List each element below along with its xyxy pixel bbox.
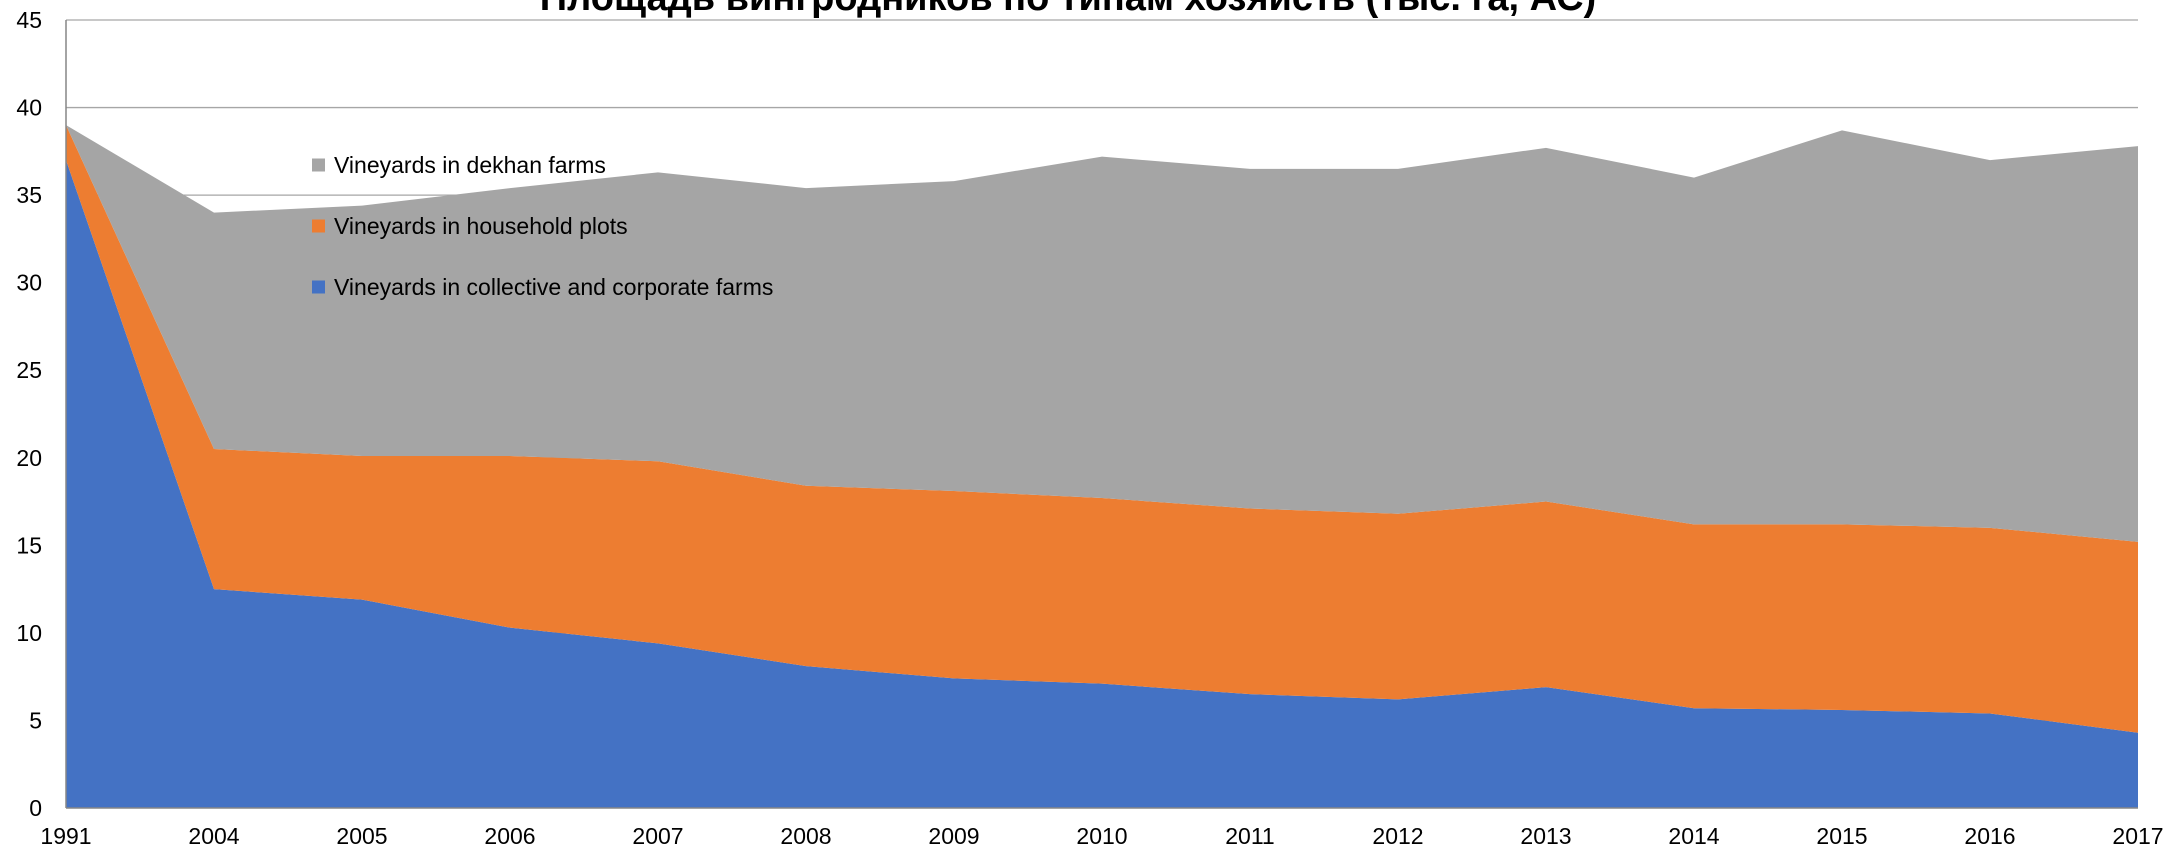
y-tick-label-30: 30 xyxy=(16,270,42,296)
area-series-layer xyxy=(66,125,2138,809)
chart-title: Площадь вингродников по типам хозяйств (… xyxy=(540,0,1596,19)
x-tick-label-2006: 2006 xyxy=(484,823,535,849)
x-tick-label-2010: 2010 xyxy=(1076,823,1127,849)
x-tick-label-2011: 2011 xyxy=(1225,823,1274,849)
x-tick-label-2009: 2009 xyxy=(928,823,979,849)
x-tick-label-2007: 2007 xyxy=(632,823,683,849)
legend-item-vineyards-in-dekhan-farms: Vineyards in dekhan farms xyxy=(312,152,606,178)
x-tick-label-2017: 2017 xyxy=(2112,823,2163,849)
area-series-vineyards-in-household-plots xyxy=(66,125,2138,733)
x-tick-label-2016: 2016 xyxy=(1964,823,2015,849)
area-series-vineyards-in-dekhan-farms xyxy=(66,125,2138,542)
legend: Vineyards in dekhan farms Vineyards in ho… xyxy=(312,152,773,300)
legend-item-vineyards-in-collective-and-corporate-farms: Vineyards in collective and corporate fa… xyxy=(312,274,773,300)
legend-label-vineyards-in-household-plots: Vineyards in household plots xyxy=(334,213,628,239)
x-tick-label-1991: 1991 xyxy=(40,823,91,849)
y-tick-label-45: 45 xyxy=(16,7,42,33)
legend-swatch-vineyards-in-household-plots xyxy=(312,219,325,233)
area-series-vineyards-in-collective-and-corporate-farms xyxy=(66,160,2138,809)
legend-label-vineyards-in-collective-and-corporate-farms: Vineyards in collective and corporate fa… xyxy=(334,274,773,300)
y-tick-label-35: 35 xyxy=(16,182,42,208)
axes xyxy=(65,20,2138,809)
legend-item-vineyards-in-household-plots: Vineyards in household plots xyxy=(312,213,628,239)
legend-swatch-vineyards-in-collective-and-corporate-farms xyxy=(312,280,325,294)
y-tick-label-40: 40 xyxy=(16,95,42,121)
x-tick-label-2014: 2014 xyxy=(1668,823,1719,849)
y-tick-label-10: 10 xyxy=(16,620,42,646)
x-tick-label-2013: 2013 xyxy=(1520,823,1571,849)
x-tick-label-2015: 2015 xyxy=(1816,823,1867,849)
x-tick-label-2005: 2005 xyxy=(336,823,387,849)
y-tick-label-5: 5 xyxy=(29,707,42,733)
y-tick-label-20: 20 xyxy=(16,445,42,471)
y-tick-label-15: 15 xyxy=(16,532,42,558)
x-tick-label-2012: 2012 xyxy=(1372,823,1423,849)
y-tick-label-25: 25 xyxy=(16,357,42,383)
legend-swatch-vineyards-in-dekhan-farms xyxy=(312,158,325,172)
y-tick-label-0: 0 xyxy=(29,795,42,821)
y-axis-tick-labels: 0 5 10 15 20 25 30 35 40 45 xyxy=(16,7,42,821)
legend-label-vineyards-in-dekhan-farms: Vineyards in dekhan farms xyxy=(334,152,606,178)
x-axis-tick-labels: 1991 2004 2005 2006 2007 2008 2009 2010 2011 2012… xyxy=(40,823,2163,849)
x-tick-label-2004: 2004 xyxy=(188,823,239,849)
x-tick-label-2008: 2008 xyxy=(780,823,831,849)
